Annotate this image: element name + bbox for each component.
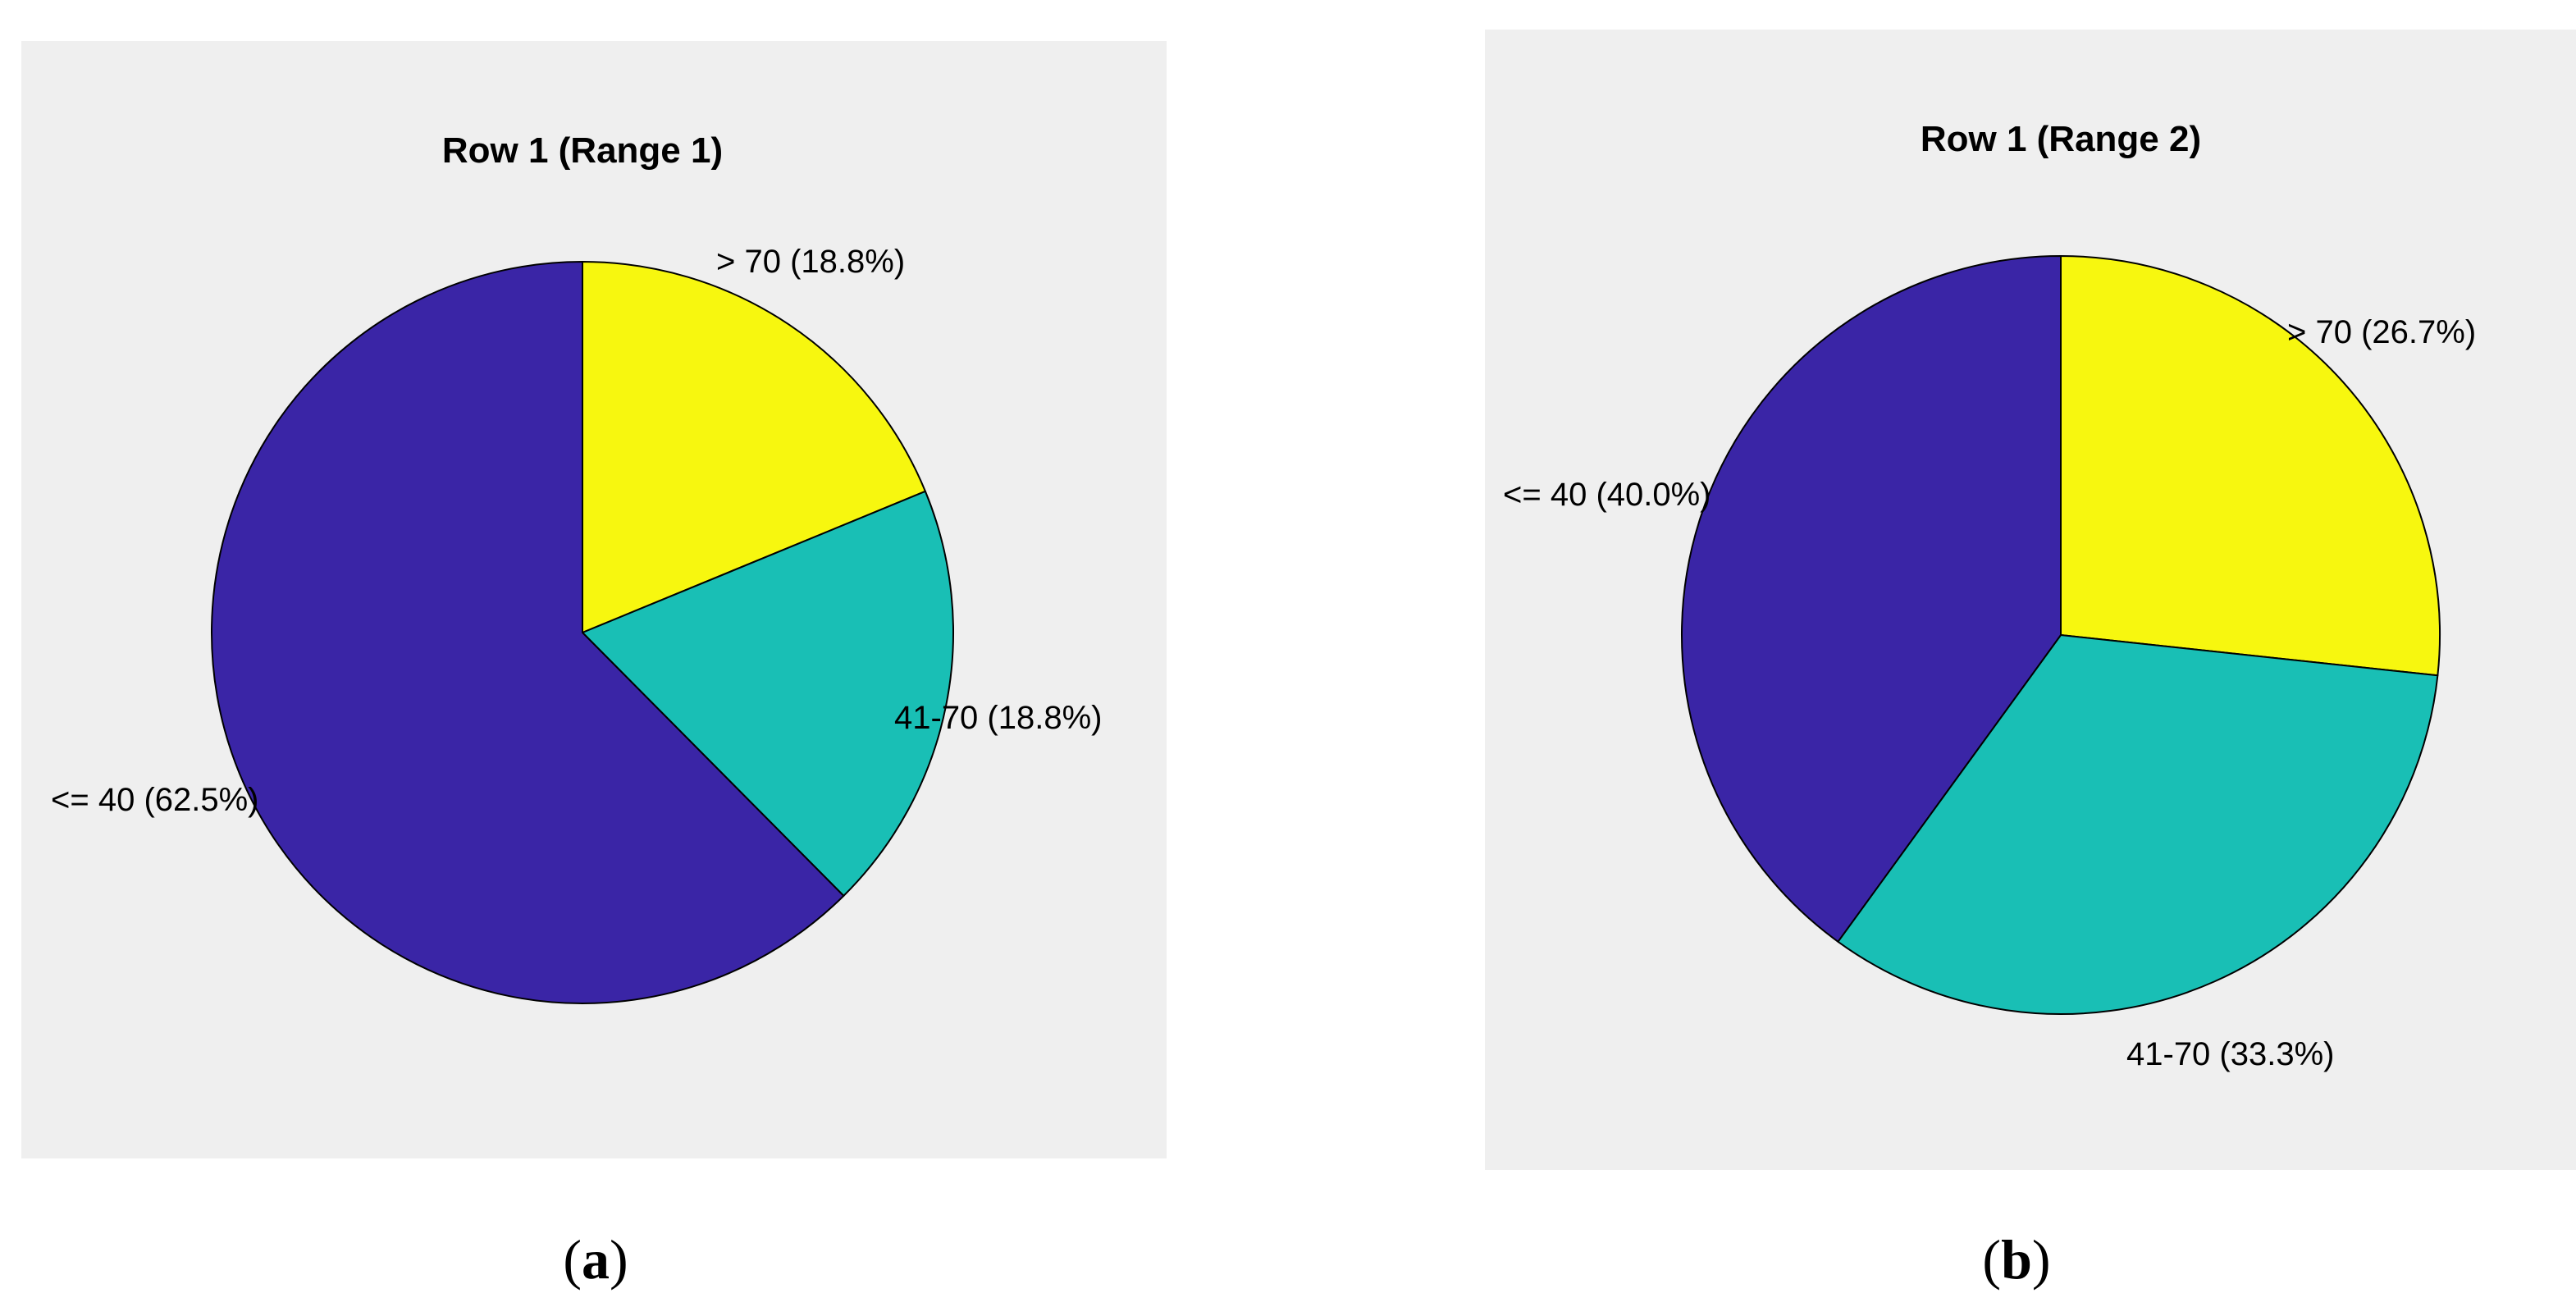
pie-chart-panel-a: > 70 (18.8%) 41-70 (18.8%) <= 40 (62.5%) Ro… xyxy=(21,41,1167,1158)
slice-label-gt70-a: > 70 (18.8%) xyxy=(716,244,905,280)
panel-caption-a: (a) xyxy=(563,1228,628,1291)
pie-slice-41to70-b xyxy=(1837,634,2439,1015)
panel-caption-b: (b) xyxy=(1982,1228,2051,1291)
caption-letter-b: b xyxy=(2001,1228,2032,1291)
pie-slice-le40-b xyxy=(1681,255,2062,943)
pie-slice-gt70-a xyxy=(582,261,926,633)
slice-label-41to70-b: 41-70 (33.3%) xyxy=(2126,1036,2334,1072)
chart-title-b: Row 1 (Range 2) xyxy=(1921,119,2201,159)
pie-chart-panel-b: > 70 (26.7%) 41-70 (33.3%) <= 40 (40.0%) Ro… xyxy=(1485,30,2576,1170)
pie-chart-a: > 70 (18.8%) 41-70 (18.8%) <= 40 (62.5%) Ro… xyxy=(51,130,1102,1004)
pie-slice-41to70-a xyxy=(582,490,954,897)
pie-chart-b: > 70 (26.7%) 41-70 (33.3%) <= 40 (40.0%) Ro… xyxy=(1503,119,2476,1072)
slice-label-gt70-b: > 70 (26.7%) xyxy=(2287,314,2476,350)
pie-slice-gt70-b xyxy=(2060,255,2441,677)
caption-letter-a: a xyxy=(582,1228,610,1291)
slice-label-le40-a: <= 40 (62.5%) xyxy=(51,782,259,818)
slice-label-le40-b: <= 40 (40.0%) xyxy=(1503,477,1711,513)
slice-label-41to70-a: 41-70 (18.8%) xyxy=(894,700,1102,736)
chart-title-a: Row 1 (Range 1) xyxy=(442,130,723,171)
pie-slice-le40-a xyxy=(211,261,845,1004)
